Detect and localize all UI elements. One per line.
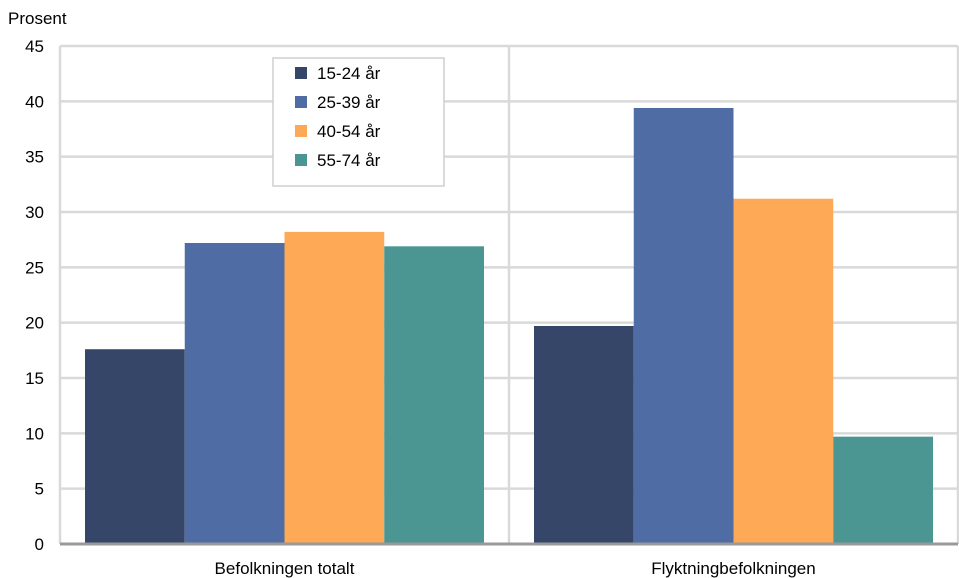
x-category-label: Flyktningbefolkningen (651, 559, 815, 578)
bar-40-54-år-1 (733, 198, 834, 544)
bar-15-24-år-0 (85, 349, 185, 544)
legend: 15-24 år 25-39 år 40-54 år 55-74 år (272, 57, 445, 187)
y-tick-label: 35 (25, 148, 44, 167)
y-tick-label: 40 (25, 92, 44, 111)
bar-55-74-år-1 (833, 436, 933, 544)
y-axis-unit-label: Prosent (8, 9, 67, 28)
legend-label: 55-74 år (317, 151, 381, 170)
legend-swatch (295, 125, 307, 137)
legend-swatch (295, 154, 307, 166)
legend-label: 25-39 år (317, 93, 381, 112)
legend-swatch (295, 96, 307, 108)
bar-25-39-år-1 (633, 107, 734, 545)
bar-40-54-år-0 (284, 231, 385, 545)
legend-swatch (295, 67, 307, 79)
y-tick-label: 10 (25, 424, 44, 443)
bar-55-74-år-0 (384, 246, 484, 544)
axis-layer: 0 5 10 15 20 25 30 35 40 45 Befolkningen totalt Fly… (25, 37, 958, 578)
y-tick-label: 25 (25, 258, 44, 277)
y-tick-label: 15 (25, 369, 44, 388)
y-tick-label: 20 (25, 314, 44, 333)
y-tick-label: 45 (25, 37, 44, 56)
y-tick-label: 5 (35, 480, 44, 499)
bars-layer (85, 107, 933, 545)
legend-label: 15-24 år (317, 64, 381, 83)
bar-15-24-år-1 (534, 325, 634, 544)
legend-label: 40-54 år (317, 122, 381, 141)
y-tick-label: 0 (35, 535, 44, 554)
x-category-label: Befolkningen totalt (215, 559, 355, 578)
bar-25-39-år-0 (184, 242, 285, 544)
y-tick-label: 30 (25, 203, 44, 222)
